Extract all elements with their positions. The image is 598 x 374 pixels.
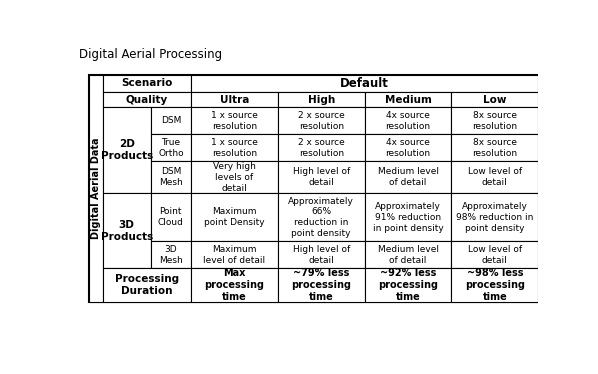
Bar [278,241,365,268]
Text: 1 x source
resolution: 1 x source resolution [211,111,258,131]
Text: Default: Default [340,77,389,90]
Bar [365,161,451,193]
Text: Medium: Medium [385,95,431,105]
Bar [151,134,191,161]
Bar [278,193,365,241]
Text: Low level of
detail: Low level of detail [468,245,522,264]
Text: 1 x source
resolution: 1 x source resolution [211,138,258,157]
Text: Very high
levels of
detail: Very high levels of detail [213,162,256,193]
Bar [278,92,365,107]
Bar [278,161,365,193]
Text: Low: Low [483,95,507,105]
Text: High level of
detail: High level of detail [292,168,350,187]
Bar [89,75,538,302]
Bar [365,268,451,302]
Bar [451,107,538,134]
Text: High: High [307,95,335,105]
Bar [191,241,278,268]
Bar [191,193,278,241]
Bar [151,161,191,193]
Bar [451,134,538,161]
Text: DSM: DSM [161,116,181,125]
Text: Digital Aerial Data: Digital Aerial Data [91,138,100,239]
Text: Quality: Quality [126,95,168,105]
Text: True
Ortho: True Ortho [158,138,184,157]
Text: Approximately
91% reduction
in point density: Approximately 91% reduction in point den… [373,202,443,233]
Text: DSM
Mesh: DSM Mesh [159,168,183,187]
Text: ~98% less
processing
time: ~98% less processing time [465,268,525,302]
Bar [365,92,451,107]
Bar [103,268,191,302]
Bar [451,92,538,107]
Bar [278,107,365,134]
Text: 3D
Mesh: 3D Mesh [159,245,183,264]
Bar [365,134,451,161]
Bar [365,107,451,134]
Text: 8x source
resolution: 8x source resolution [472,111,517,131]
Text: Ultra: Ultra [219,95,249,105]
Text: Maximum
point Density: Maximum point Density [204,208,265,227]
Text: 2 x source
resolution: 2 x source resolution [298,111,344,131]
Bar [191,134,278,161]
Bar [103,193,151,268]
Bar [151,241,191,268]
Bar [89,75,103,302]
Text: 3D
Products: 3D Products [100,220,153,242]
Bar [191,161,278,193]
Bar [451,161,538,193]
Text: 2 x source
resolution: 2 x source resolution [298,138,344,157]
Text: 4x source
resolution: 4x source resolution [386,138,431,157]
Text: Digital Aerial Processing: Digital Aerial Processing [78,48,222,61]
Text: Point
Cloud: Point Cloud [158,208,184,227]
Bar [365,241,451,268]
Bar [451,268,538,302]
Bar [151,107,191,134]
Text: ~92% less
processing
time: ~92% less processing time [378,268,438,302]
Text: Processing
Duration: Processing Duration [115,274,179,296]
Text: Max
processing
time: Max processing time [205,268,264,302]
Bar [451,241,538,268]
Text: Medium level
of detail: Medium level of detail [377,245,438,264]
Bar [151,193,191,241]
Text: 2D
Products: 2D Products [100,140,153,161]
Bar [103,107,151,193]
Text: ~79% less
processing
time: ~79% less processing time [291,268,351,302]
Bar [103,92,191,107]
Text: Scenario: Scenario [121,79,172,88]
Text: Low level of
detail: Low level of detail [468,168,522,187]
Text: Medium level
of detail: Medium level of detail [377,168,438,187]
Bar [191,75,538,92]
Text: Approximately
98% reduction in
point density: Approximately 98% reduction in point den… [456,202,533,233]
Bar [103,75,191,92]
Bar [191,92,278,107]
Bar [365,193,451,241]
Text: 4x source
resolution: 4x source resolution [386,111,431,131]
Bar [278,134,365,161]
Text: Approximately
66%
reduction in
point density: Approximately 66% reduction in point den… [288,197,354,238]
Bar [191,107,278,134]
Bar [191,268,278,302]
Bar [451,193,538,241]
Bar [278,268,365,302]
Text: Maximum
level of detail: Maximum level of detail [203,245,266,264]
Text: High level of
detail: High level of detail [292,245,350,264]
Text: 8x source
resolution: 8x source resolution [472,138,517,157]
